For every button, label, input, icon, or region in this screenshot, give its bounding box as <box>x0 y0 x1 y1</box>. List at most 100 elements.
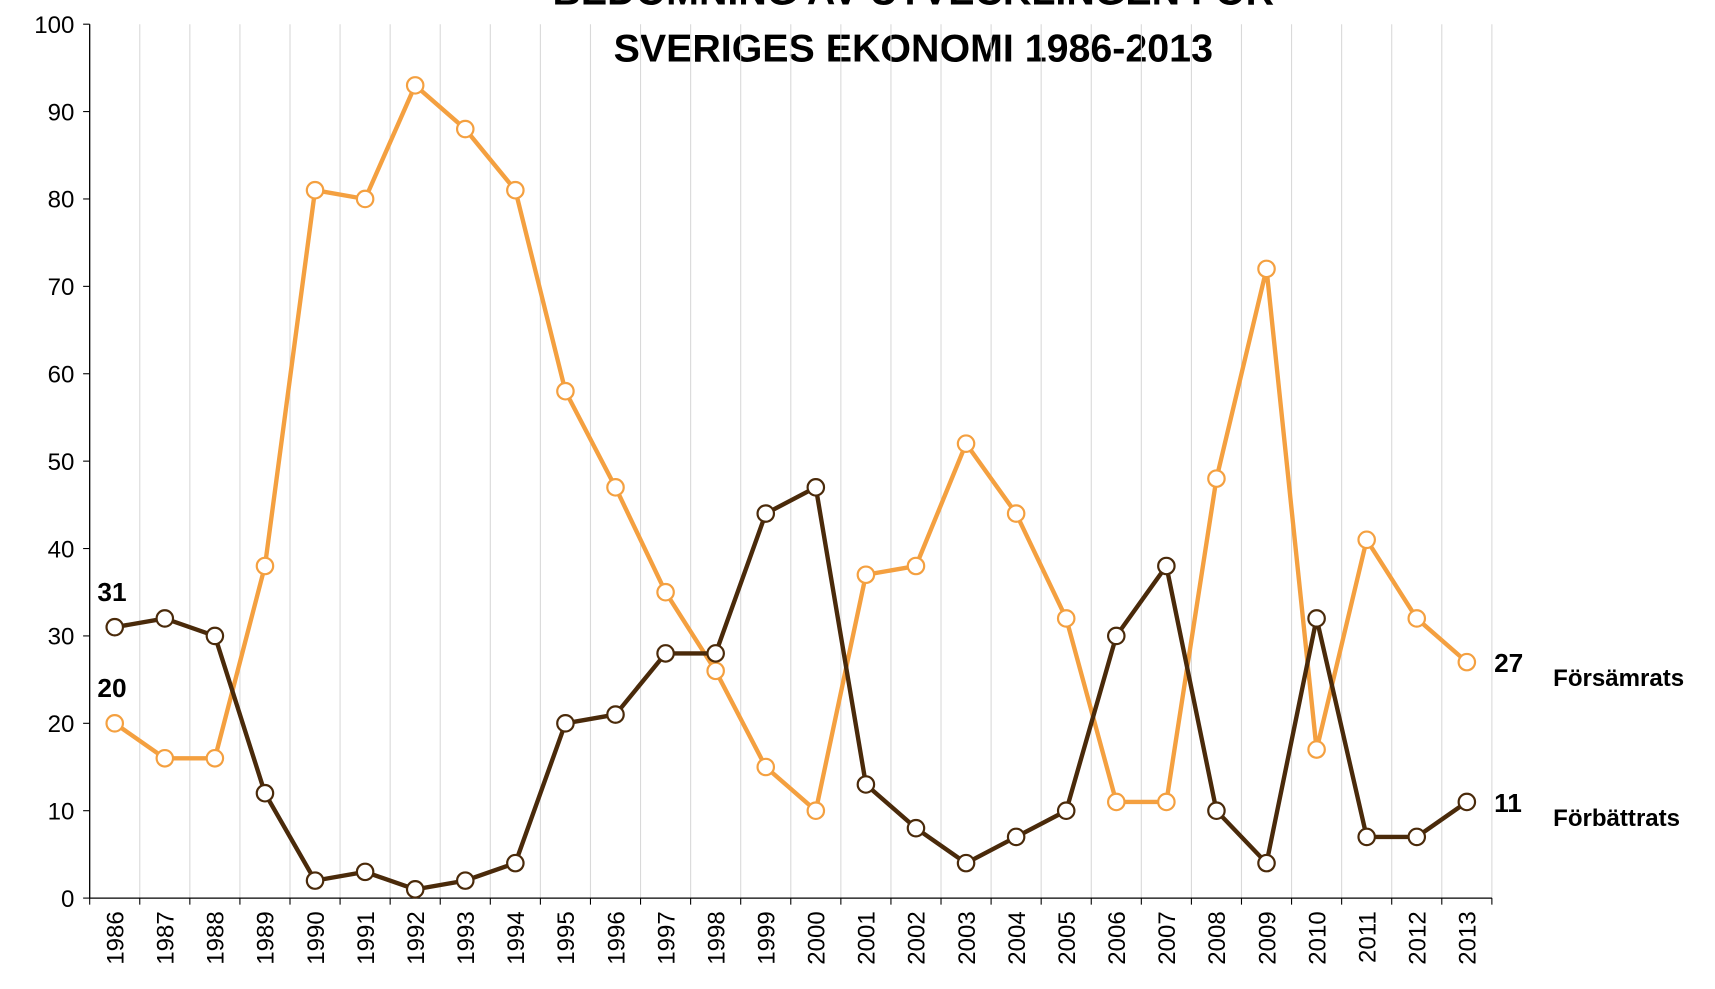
data-point <box>255 556 275 576</box>
data-point <box>556 381 575 401</box>
data-point <box>405 76 425 95</box>
x-tick-label: 2003 <box>954 911 981 965</box>
data-point <box>1106 626 1126 646</box>
data-point <box>806 801 826 820</box>
x-tick-label: 1996 <box>603 911 630 965</box>
data-point <box>1457 652 1477 672</box>
x-tick-label: 1993 <box>453 911 480 965</box>
x-tick-label: 2001 <box>854 911 881 965</box>
x-tick-label: 1991 <box>353 911 380 965</box>
data-point <box>1207 801 1226 820</box>
data-point <box>856 565 876 585</box>
data-point <box>956 853 976 873</box>
y-tick-label: 10 <box>48 798 75 825</box>
data-label: 20 <box>97 673 126 703</box>
data-point <box>656 582 675 602</box>
data-point <box>205 626 225 646</box>
data-point <box>956 434 976 453</box>
x-tick-label: 2007 <box>1154 911 1181 965</box>
x-tick-label: 2013 <box>1455 911 1482 965</box>
data-point <box>205 748 225 768</box>
data-point <box>1357 827 1376 847</box>
y-tick-label: 90 <box>48 99 75 126</box>
data-point <box>906 818 926 838</box>
x-tick-label: 1995 <box>553 911 580 965</box>
data-point <box>1157 792 1176 812</box>
data-point <box>756 504 776 523</box>
data-point <box>856 775 876 794</box>
data-point <box>1106 792 1126 812</box>
data-point <box>1006 827 1026 847</box>
data-point <box>1207 469 1226 488</box>
data-point <box>506 180 525 200</box>
data-point <box>556 714 575 733</box>
data-point <box>1257 853 1276 873</box>
x-tick-label: 2006 <box>1104 911 1131 965</box>
y-tick-label: 50 <box>48 449 75 476</box>
data-point <box>455 119 475 139</box>
data-point <box>606 705 625 724</box>
data-point <box>756 757 776 777</box>
data-point <box>606 478 625 497</box>
x-tick-label: 1997 <box>653 911 680 965</box>
chart-title: BEDÖMNING AV UTVECKLINGEN FÖR <box>552 0 1274 14</box>
data-point <box>656 644 675 663</box>
x-tick-label: 2000 <box>804 911 831 965</box>
x-tick-label: 2004 <box>1004 911 1031 965</box>
x-tick-label: 2012 <box>1405 911 1432 965</box>
chart-title: SVERIGES EKONOMI 1986-2013 <box>614 26 1213 70</box>
data-point <box>255 783 275 803</box>
y-tick-label: 100 <box>34 12 74 39</box>
x-tick-label: 1987 <box>153 911 180 965</box>
data-point <box>105 617 125 637</box>
data-point <box>1307 609 1326 628</box>
x-tick-label: 1990 <box>303 911 330 965</box>
data-point <box>355 189 375 209</box>
y-tick-label: 70 <box>48 274 75 301</box>
data-point <box>706 644 725 663</box>
data-point <box>1407 609 1427 628</box>
series-line <box>113 81 1469 815</box>
data-point <box>906 556 926 576</box>
data-point <box>1307 740 1326 759</box>
data-label: 31 <box>97 577 126 607</box>
x-tick-label: 2005 <box>1054 911 1081 965</box>
data-point <box>706 661 725 681</box>
x-tick-label: 1994 <box>503 911 530 965</box>
x-tick-label: 2010 <box>1304 911 1331 965</box>
x-tick-label: 2002 <box>904 911 931 965</box>
x-tick-label: 1988 <box>203 911 230 965</box>
x-tick-label: 1986 <box>102 911 129 965</box>
data-label: 11 <box>1494 788 1522 818</box>
x-tick-label: 2009 <box>1254 911 1281 965</box>
data-label: 27 <box>1494 648 1523 678</box>
y-tick-label: 80 <box>48 187 75 214</box>
data-point <box>155 748 175 768</box>
y-tick-label: 60 <box>48 362 75 389</box>
x-tick-label: 1999 <box>753 911 780 965</box>
x-tick-label: 1998 <box>703 911 730 965</box>
data-point <box>1257 259 1276 279</box>
legend-label: Förbättrats <box>1553 805 1680 832</box>
data-point <box>1457 792 1477 812</box>
x-tick-label: 2008 <box>1204 911 1231 965</box>
data-point <box>1157 556 1176 576</box>
data-point <box>305 180 325 200</box>
data-point <box>1357 530 1376 550</box>
legend-label: Försämrats <box>1553 665 1684 692</box>
data-point <box>506 853 525 873</box>
data-point <box>155 609 175 628</box>
y-tick-label: 40 <box>48 536 75 563</box>
series-line <box>114 484 1469 892</box>
y-tick-label: 20 <box>48 711 75 738</box>
y-tick-label: 30 <box>48 624 75 651</box>
data-point <box>1056 801 1076 820</box>
data-point <box>1056 609 1076 628</box>
data-point <box>305 871 325 890</box>
data-point <box>105 714 125 733</box>
x-tick-label: 2011 <box>1354 911 1381 963</box>
data-point <box>455 871 475 890</box>
data-point <box>1407 827 1427 847</box>
data-point <box>806 478 826 497</box>
